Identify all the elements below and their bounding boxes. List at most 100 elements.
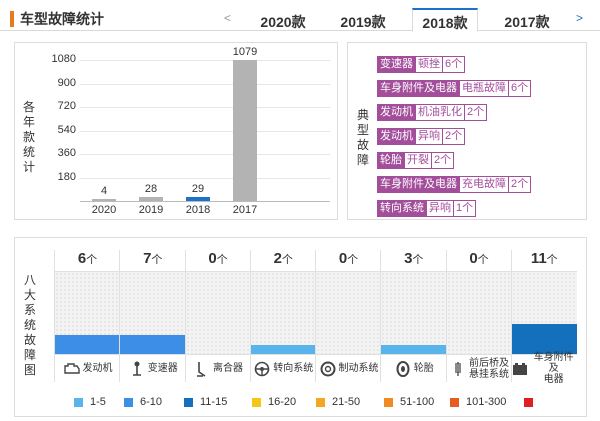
tab-2017[interactable]: 2017款 (504, 14, 550, 30)
fault-count: 6个 (443, 56, 466, 73)
system-column[interactable]: 6个发动机 (54, 250, 120, 382)
fault-tag[interactable]: 变速器 顿挫 6个 (377, 56, 466, 73)
system-count-unit: 个 (347, 254, 359, 266)
fault-count: 6个 (509, 80, 532, 97)
system-level-area (381, 272, 447, 354)
legend-swatch (74, 397, 83, 407)
system-name: 轮胎 (413, 363, 434, 374)
system-count: 6个 (55, 250, 120, 272)
system-count-unit: 个 (216, 254, 228, 266)
system-count-number: 0 (208, 250, 217, 267)
legend-item: 1-5 (74, 396, 106, 408)
y-tick-label: 900 (57, 76, 76, 89)
legend-label: 101-300 (466, 396, 507, 408)
system-count-unit: 个 (412, 254, 424, 266)
fault-count: 2个 (432, 152, 455, 169)
eight-systems-label: 八大系统故障图 (23, 273, 36, 377)
y-tick-label: 360 (57, 147, 76, 159)
brake-disc-icon (319, 360, 337, 378)
legend-item: 16-20 (252, 396, 296, 408)
fault-tag[interactable]: 轮胎 开裂 2个 (377, 152, 455, 169)
header: 车型故障统计 < 2020款 2019款 2018款 2017款 > (0, 0, 600, 32)
legend-swatch (124, 397, 133, 407)
system-column[interactable]: 7个变速器 (119, 250, 186, 382)
system-count-unit: 个 (281, 254, 293, 266)
fault-tag[interactable]: 转向系统 异响 1个 (377, 200, 477, 217)
fault-tag[interactable]: 车身附件及电器 电瓶故障 6个 (377, 80, 532, 97)
system-count: 11个 (511, 250, 577, 272)
system-count-unit: 个 (151, 254, 163, 266)
fault-category: 车身附件及电器 (377, 176, 460, 193)
tab-2018[interactable]: 2018款 (412, 8, 478, 32)
system-name-cell: 车身附件及 电器 (511, 352, 577, 385)
x-tick-label: 2018 (185, 204, 211, 216)
system-count: 0个 (316, 250, 381, 272)
legend-label: 1-5 (90, 396, 106, 408)
bar-2017[interactable] (233, 60, 257, 201)
fault-tag[interactable]: 发动机 异响 2个 (377, 128, 466, 145)
engine-icon (63, 360, 81, 378)
legend-label: 11-15 (200, 396, 228, 408)
chart-ylabel: 各年款统计 (22, 100, 35, 174)
fault-category: 转向系统 (377, 200, 427, 217)
bar-value-label: 28 (144, 183, 158, 196)
system-level-area (55, 272, 120, 354)
bar-2019[interactable] (139, 197, 163, 201)
system-count-number: 3 (404, 250, 413, 267)
bar-2020[interactable] (92, 199, 116, 201)
grid-line (80, 130, 330, 132)
system-column[interactable]: 0个离合器 (184, 250, 251, 382)
fault-detail: 顿挫 (416, 56, 443, 73)
fault-tag[interactable]: 发动机 机油乳化 2个 (377, 104, 488, 121)
system-name: 变速器 (147, 363, 178, 374)
system-name-cell: 前后桥及 悬挂系统 (446, 354, 512, 382)
system-name: 车身附件及 电器 (533, 352, 574, 385)
typical-faults-label: 典型故障 (356, 108, 369, 167)
legend-item: 101-300 (450, 396, 506, 408)
y-tick-label: 720 (57, 100, 76, 112)
tab-2020[interactable]: 2020款 (260, 14, 306, 30)
system-column[interactable]: 2个 转向系统 (249, 250, 316, 382)
system-name-cell: 制动系统 (316, 354, 381, 382)
system-level-area (120, 272, 186, 354)
fault-detail: 充电故障 (460, 176, 509, 193)
system-count: 2个 (250, 250, 316, 272)
bar-2018[interactable] (186, 197, 210, 201)
next-arrow-icon[interactable]: > (576, 11, 584, 25)
tire-icon (394, 360, 412, 378)
legend-item: 21-50 (316, 396, 360, 408)
tab-2019[interactable]: 2019款 (340, 14, 386, 30)
system-level-fill (120, 335, 186, 354)
system-name: 发动机 (82, 363, 113, 374)
x-axis (80, 201, 330, 202)
system-level-area (446, 272, 512, 354)
fault-detail: 机油乳化 (416, 104, 465, 121)
system-level-fill (381, 345, 447, 354)
system-column[interactable]: 0个 前后桥及 悬挂系统 (445, 250, 512, 382)
y-tick-label: 1080 (51, 53, 76, 65)
x-tick-label: 2020 (91, 204, 117, 216)
fault-category: 轮胎 (377, 152, 405, 169)
system-count: 3个 (381, 250, 447, 272)
fault-count: 1个 (454, 200, 477, 217)
prev-arrow-icon[interactable]: < (224, 11, 232, 25)
system-name-cell: 发动机 (55, 354, 120, 382)
legend-label: 21-50 (332, 396, 361, 408)
fault-detail: 电瓶故障 (460, 80, 509, 97)
system-count: 7个 (120, 250, 186, 272)
system-column[interactable]: 3个轮胎 (380, 250, 447, 382)
system-name: 前后桥及 悬挂系统 (469, 357, 509, 380)
system-count-number: 0 (338, 250, 348, 267)
system-name-cell: 离合器 (185, 354, 251, 382)
system-level-area (185, 272, 251, 354)
bar-value-label: 1079 (232, 46, 258, 59)
system-column[interactable]: 0个制动系统 (315, 250, 381, 382)
system-column[interactable]: 11个车身附件及 电器 (510, 250, 577, 385)
grid-line (80, 60, 330, 61)
legend-item: 51-100 (384, 396, 434, 408)
clutch-pedal-icon (193, 360, 211, 378)
system-name: 离合器 (213, 363, 243, 374)
fault-category: 发动机 (377, 128, 416, 145)
legend-swatch (384, 397, 393, 407)
fault-tag[interactable]: 车身附件及电器 充电故障 2个 (377, 176, 532, 193)
